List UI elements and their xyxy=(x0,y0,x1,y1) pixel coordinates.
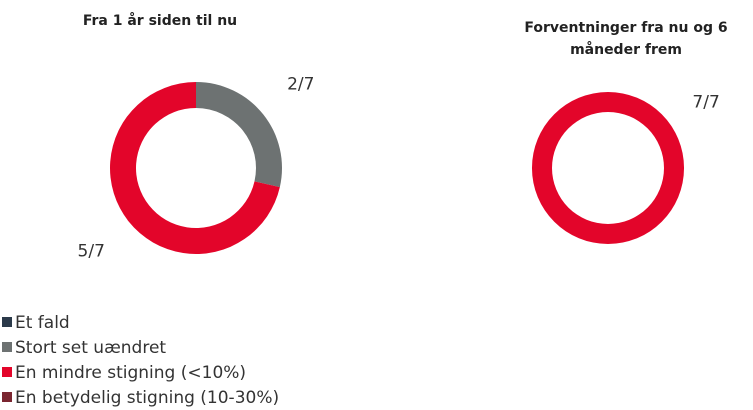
legend-swatch xyxy=(2,342,12,352)
legend-label: En betydelig stigning (10-30%) xyxy=(15,388,279,408)
data-label: 7/7 xyxy=(692,92,719,112)
chart-title: Forventninger fra nu og 6 måneder frem xyxy=(524,20,728,58)
data-label: 2/7 xyxy=(287,74,314,94)
legend-label: Et fald xyxy=(15,313,70,333)
legend-swatch xyxy=(2,317,12,327)
donut-slice xyxy=(110,82,280,254)
legend-swatch xyxy=(2,392,12,402)
legend-label: Stort set uændret xyxy=(15,338,166,358)
donut-slice xyxy=(196,82,282,188)
legend-label: En mindre stigning (<10%) xyxy=(15,363,246,383)
donut-slice xyxy=(531,91,685,245)
chart-title: Fra 1 år siden til nu xyxy=(82,13,238,29)
data-label: 5/7 xyxy=(78,242,105,262)
legend-swatch xyxy=(2,367,12,377)
